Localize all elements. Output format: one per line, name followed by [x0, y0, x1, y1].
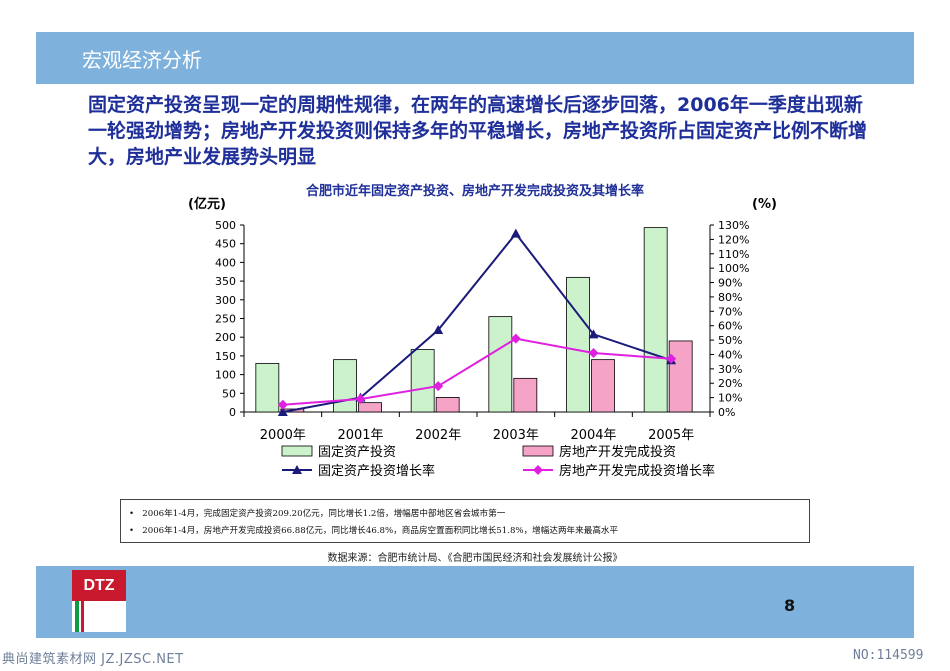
note-item: • 2006年1-4月，完成固定资产投资209.20亿元，同比增长1.2倍，增幅… — [129, 509, 506, 519]
right-tick-label: 30% — [718, 363, 742, 376]
line-point — [277, 399, 288, 410]
logo-text: DTZ — [72, 570, 126, 601]
right-tick-label: 60% — [718, 320, 742, 333]
left-tick-label: 250 — [215, 313, 236, 326]
x-tick-label: 2005年 — [648, 428, 694, 443]
right-tick-label: 120% — [718, 233, 749, 246]
bar — [435, 397, 460, 413]
bar — [410, 349, 435, 413]
right-tick-label: 0% — [718, 406, 735, 419]
x-tick-label: 2000年 — [260, 428, 306, 443]
left-tick-label: 400 — [215, 256, 236, 269]
legend-swatch — [281, 445, 313, 457]
bar — [513, 377, 538, 413]
note-item: • 2006年1-4月，房地产开发完成投资66.88亿元，同比增长46.8%，商… — [129, 526, 619, 536]
bar — [358, 402, 382, 413]
legend-label: 房地产开发完成投资增长率 — [559, 463, 715, 479]
bar — [488, 316, 513, 413]
legend-marker — [292, 465, 302, 474]
legend-label: 固定资产投资 — [318, 444, 396, 460]
left-tick-label: 100 — [215, 369, 236, 382]
logo-stripe — [75, 601, 79, 632]
x-tick-label: 2001年 — [337, 428, 383, 443]
dtz-logo: DTZ — [72, 570, 126, 632]
bar — [566, 276, 590, 413]
footer-bar — [36, 566, 914, 638]
watermark-left: 典尚建筑素材网 JZ.JZSC.NET — [2, 652, 184, 667]
line-point — [588, 348, 599, 359]
left-tick-label: 500 — [215, 219, 236, 232]
right-tick-label: 90% — [718, 277, 742, 290]
note-text: 2006年1-4月，房地产开发完成投资66.88亿元，同比增长46.8%，商品房… — [142, 526, 619, 536]
left-tick-label: 300 — [215, 294, 236, 307]
right-tick-label: 70% — [718, 305, 742, 318]
section-title: 宏观经济分析 — [82, 48, 202, 72]
line-point — [433, 381, 444, 392]
line-point — [355, 394, 366, 405]
right-tick-label: 100% — [718, 262, 749, 275]
legend-marker — [533, 465, 543, 475]
right-tick-label: 80% — [718, 291, 742, 304]
left-tick-label: 450 — [215, 238, 236, 251]
watermark-right: NO:114599 — [853, 648, 924, 663]
right-tick-label: 130% — [718, 219, 749, 232]
bar — [333, 359, 357, 413]
right-tick-label: 20% — [718, 377, 742, 390]
bar — [643, 227, 668, 413]
investment-chart: 0 50 100 150 200 250 300 350 400 450 500 0%10% 20%30… — [188, 196, 777, 479]
bar — [255, 362, 280, 413]
left-tick-label: 0 — [229, 406, 236, 419]
bar — [668, 340, 693, 413]
right-tick-label: 50% — [718, 334, 742, 347]
left-tick-label: 150 — [215, 350, 236, 363]
chart-title: 合肥市近年固定资产投资、房地产开发完成投资及其增长率 — [305, 184, 644, 199]
page-number: 8 — [784, 596, 796, 615]
right-tick-label: 110% — [718, 248, 749, 261]
line-point — [433, 325, 444, 335]
left-tick-label: 50 — [222, 387, 236, 400]
data-source: 数据来源：合肥市统计局、《合肥市国民经济和社会发展统计公报》 — [327, 553, 623, 564]
line-point — [510, 333, 521, 344]
note-text: 2006年1-4月，完成固定资产投资209.20亿元，同比增长1.2倍，增幅居中… — [142, 509, 506, 519]
left-axis-label: (亿元) — [188, 196, 226, 212]
left-tick-label: 200 — [215, 331, 236, 344]
right-tick-label: 40% — [718, 348, 742, 361]
line-point — [510, 228, 521, 238]
line-point — [666, 353, 677, 364]
x-tick-label: 2003年 — [493, 428, 539, 443]
x-tick-label: 2002年 — [415, 428, 461, 443]
line-point — [277, 407, 288, 416]
legend-label: 房地产开发完成投资 — [559, 444, 676, 460]
headline-text: 固定资产投资呈现一定的周期性规律，在两年的高速增长后逐步回落，2006年一季度出… — [88, 94, 868, 168]
legend-swatch — [522, 445, 554, 457]
notes-box: • 2006年1-4月，完成固定资产投资209.20亿元，同比增长1.2倍，增幅… — [120, 499, 810, 543]
line-point — [588, 329, 599, 339]
bar — [591, 359, 615, 413]
legend-label: 固定资产投资增长率 — [318, 463, 435, 479]
header-bar: 宏观经济分析 — [36, 32, 914, 84]
series-line — [282, 337, 672, 406]
right-tick-label: 10% — [718, 392, 742, 405]
x-tick-label: 2004年 — [570, 428, 616, 443]
left-tick-label: 350 — [215, 275, 236, 288]
right-axis-label: (%) — [752, 197, 777, 212]
logo-stripe — [81, 601, 84, 632]
